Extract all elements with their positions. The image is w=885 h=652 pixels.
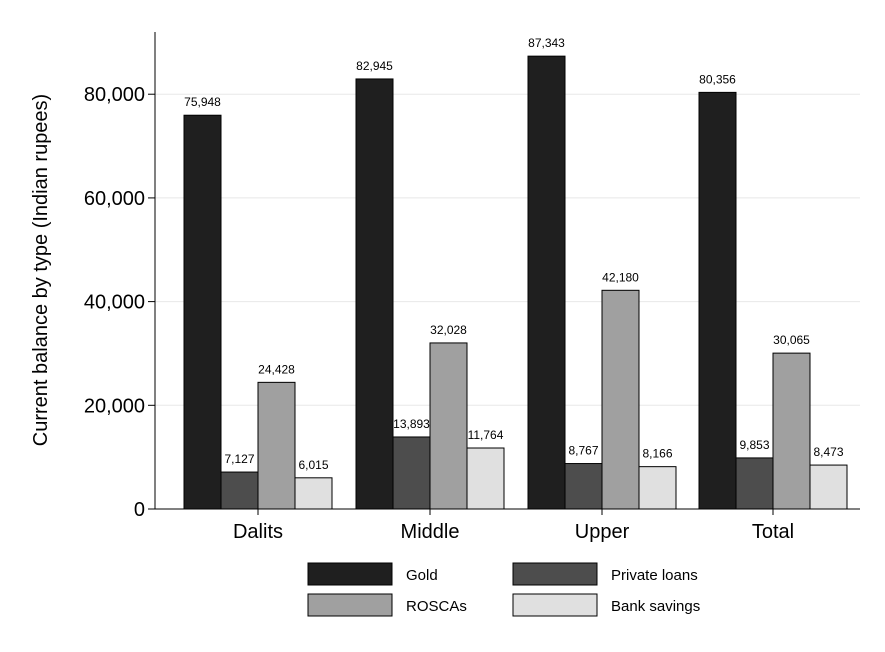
bar [356,79,393,509]
y-tick-label: 0 [134,499,145,521]
bar-value-label: 87,343 [528,36,565,50]
bar-value-label: 80,356 [699,72,736,86]
bar-value-label: 8,473 [813,445,843,459]
bar-value-label: 8,166 [642,447,672,461]
y-tick-label: 40,000 [84,292,145,314]
gridlines [155,94,860,405]
bar-value-label: 30,065 [773,333,810,347]
y-axis-title: Current balance by type (Indian rupees) [30,94,52,446]
y-tick-label: 20,000 [84,395,145,417]
bar [810,465,847,509]
bar-value-label: 82,945 [356,59,393,73]
x-tick-label: Middle [401,521,460,543]
legend: Gold Private loans ROSCAs Bank savings [308,563,700,616]
bar [639,467,676,509]
bar [467,448,504,509]
bar [602,290,639,509]
bar [393,437,430,509]
y-tick-label: 80,000 [84,84,145,106]
y-axis: 0 20,000 40,000 60,000 80,000 [84,32,155,521]
legend-swatch [308,563,392,585]
bar [528,56,565,509]
x-axis: Dalits Middle Upper Total [155,509,860,543]
legend-swatch [513,594,597,616]
bar [699,92,736,509]
legend-label: Bank savings [611,598,700,615]
bar-value-label: 11,764 [468,428,504,442]
bar [736,458,773,509]
bar-value-label: 7,127 [224,452,254,466]
bar-value-label: 75,948 [184,95,221,109]
bar [430,343,467,509]
bar-value-label: 8,767 [568,444,598,458]
legend-swatch [513,563,597,585]
bar-value-label: 32,028 [430,323,467,337]
x-tick-label: Total [752,521,794,543]
bar [295,478,332,509]
bar-value-label: 9,853 [739,438,769,452]
bar [258,382,295,509]
legend-label: Private loans [611,567,698,584]
legend-label: Gold [406,567,438,584]
legend-label: ROSCAs [406,598,467,615]
bar [221,472,258,509]
bar [773,353,810,509]
bar-value-label: 6,015 [298,458,328,472]
bar-value-label: 42,180 [602,270,639,284]
x-tick-label: Dalits [233,521,283,543]
legend-swatch [308,594,392,616]
bar-value-label: 24,428 [258,362,295,376]
y-tick-label: 60,000 [84,188,145,210]
bar [565,464,602,509]
x-tick-label: Upper [575,521,630,543]
bar-value-label: 13,893 [393,417,430,431]
bar [184,115,221,509]
